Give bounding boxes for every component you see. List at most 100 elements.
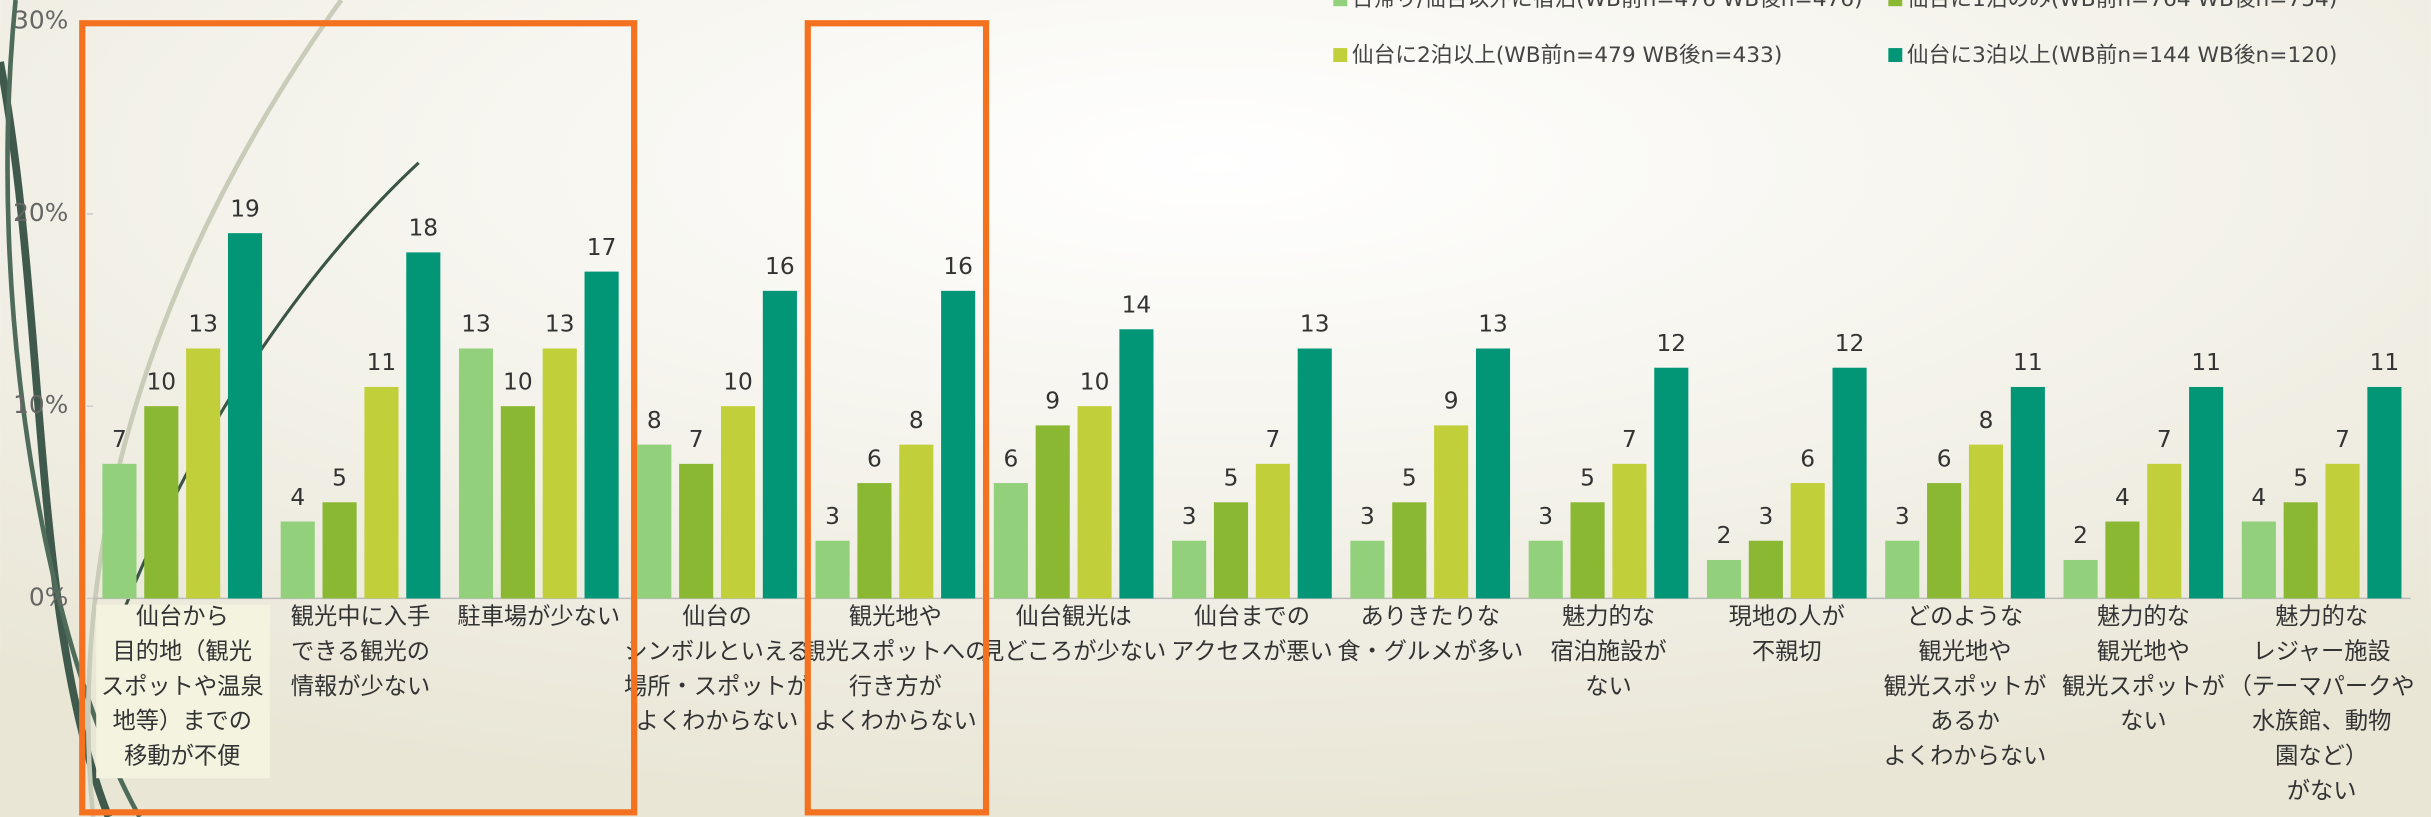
bar xyxy=(102,463,137,599)
bar xyxy=(322,502,357,599)
y-tick-label: 0% xyxy=(29,582,68,611)
bar xyxy=(227,233,263,599)
value-label: 13 xyxy=(461,311,491,338)
value-label: 13 xyxy=(1478,311,1508,338)
x-tick-label: 魅力的な観光地や観光スポットがない xyxy=(2062,603,2225,735)
bar xyxy=(720,406,756,599)
bar xyxy=(1475,348,1511,599)
x-tick-label: 駐車場が少ない xyxy=(457,603,620,630)
bar xyxy=(2189,386,2224,599)
value-label: 3 xyxy=(1895,503,1910,530)
x-tick-label: 魅力的なレジャー施設（テーマパークや水族館、動物園など）がない xyxy=(2229,603,2415,804)
value-label: 11 xyxy=(2370,349,2400,376)
value-label: 2 xyxy=(1717,522,1732,549)
legend-label: 仙台に1泊のみ(WB前n=764 WB後n=754) xyxy=(1907,0,2337,12)
x-tick-label: どのような観光地や観光スポットがあるかよくわからない xyxy=(1884,603,2047,770)
value-label: 5 xyxy=(1224,465,1239,492)
bar xyxy=(280,521,315,599)
value-label: 3 xyxy=(1758,503,1773,530)
value-label: 5 xyxy=(332,465,347,492)
highlight-box xyxy=(804,20,990,816)
y-tick-label: 10% xyxy=(13,390,68,419)
legend-label: 日帰り/仙台以外に宿泊(WB前n=476 WB後n=476) xyxy=(1352,0,1863,12)
bar xyxy=(993,483,1028,599)
value-label: 11 xyxy=(2013,349,2043,376)
value-label: 5 xyxy=(2293,465,2308,492)
bar xyxy=(542,348,577,599)
value-label: 3 xyxy=(1182,503,1197,530)
value-label: 7 xyxy=(112,426,127,453)
x-tick-label: 仙台観光は見どころが少ない xyxy=(981,603,1166,665)
value-label: 7 xyxy=(2335,426,2350,453)
legend-label: 仙台に3泊以上(WB前n=144 WB後n=120) xyxy=(1907,43,2337,68)
bar xyxy=(1927,483,1962,599)
x-tick-label: 観光中に入手できる観光の情報が少ない xyxy=(291,603,431,700)
bar xyxy=(1035,425,1070,599)
label-highlight xyxy=(96,604,270,779)
value-label: 8 xyxy=(647,407,662,434)
highlight-box xyxy=(79,20,638,816)
bar xyxy=(637,444,672,599)
value-label: 13 xyxy=(188,311,218,338)
bar xyxy=(1612,463,1647,599)
value-label: 19 xyxy=(230,195,260,222)
value-label: 6 xyxy=(1937,445,1952,472)
value-label: 2 xyxy=(2073,522,2088,549)
value-label: 11 xyxy=(367,349,397,376)
value-label: 16 xyxy=(765,253,795,280)
value-label: 3 xyxy=(825,503,840,530)
value-label: 7 xyxy=(2157,426,2172,453)
legend-swatch xyxy=(1333,48,1348,63)
value-label: 12 xyxy=(1656,330,1686,357)
bar xyxy=(679,463,714,599)
bar xyxy=(406,252,441,599)
value-label: 6 xyxy=(1003,445,1018,472)
bar xyxy=(1748,540,1783,599)
bar xyxy=(584,271,619,599)
value-label: 10 xyxy=(147,368,177,395)
bar xyxy=(1350,540,1385,599)
x-tick-label: ありきたりな食・グルメが多い xyxy=(1337,603,1523,665)
value-label: 10 xyxy=(723,368,753,395)
y-tick-label: 30% xyxy=(13,6,68,35)
bar xyxy=(2367,386,2402,599)
bar xyxy=(2283,502,2318,599)
x-tick-label: 仙台までのアクセスが悪い xyxy=(1171,603,1333,665)
bar xyxy=(2241,521,2276,599)
value-label: 7 xyxy=(1622,426,1637,453)
x-tick-label: 仙台のシンボルといえる場所・スポットがよくわからない xyxy=(624,603,810,735)
value-label: 5 xyxy=(1580,465,1595,492)
y-tick-label: 20% xyxy=(13,198,68,227)
value-label: 13 xyxy=(545,311,575,338)
bar xyxy=(2010,386,2045,599)
bar xyxy=(1654,367,1689,599)
bar xyxy=(1077,406,1112,599)
bar xyxy=(1297,348,1332,599)
bar xyxy=(1968,444,2004,599)
bar xyxy=(500,406,535,599)
value-label: 6 xyxy=(867,445,882,472)
bar xyxy=(364,386,399,599)
x-tick-label: 魅力的な宿泊施設がない xyxy=(1550,603,1666,700)
bar xyxy=(1392,502,1427,599)
value-label: 5 xyxy=(1402,465,1417,492)
value-label: 17 xyxy=(587,234,617,261)
value-label: 4 xyxy=(2251,484,2266,511)
legend-swatch xyxy=(1333,0,1348,7)
bar xyxy=(815,540,850,599)
bar xyxy=(458,348,494,599)
bar xyxy=(1172,540,1207,599)
bar xyxy=(1885,540,1920,599)
x-tick-label: 観光地や観光スポットへの行き方がよくわからない xyxy=(802,603,988,735)
bar xyxy=(2105,521,2140,599)
bar xyxy=(1119,329,1154,599)
value-label: 7 xyxy=(689,426,704,453)
value-label: 12 xyxy=(1835,330,1865,357)
bar xyxy=(186,348,221,599)
bar xyxy=(1213,502,1249,599)
value-label: 4 xyxy=(2115,484,2130,511)
value-label: 4 xyxy=(290,484,305,511)
value-label: 7 xyxy=(1265,426,1280,453)
value-label: 18 xyxy=(409,215,439,242)
